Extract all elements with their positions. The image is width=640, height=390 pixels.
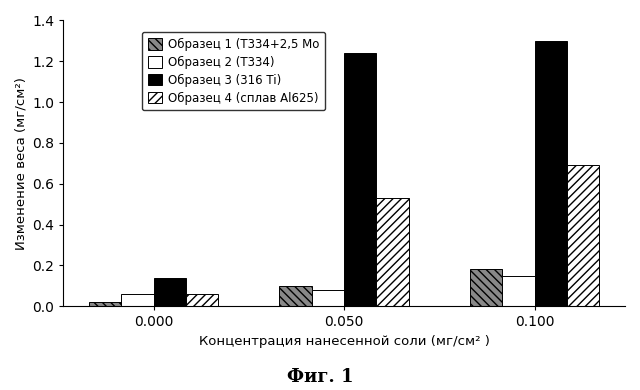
Bar — [344, 53, 376, 306]
Bar — [534, 41, 567, 306]
Bar — [312, 290, 344, 306]
Bar — [154, 278, 186, 306]
Y-axis label: Изменение веса (мг/см²): Изменение веса (мг/см²) — [15, 77, 28, 250]
Bar — [567, 165, 600, 306]
Bar — [186, 294, 218, 306]
Bar — [279, 286, 312, 306]
X-axis label: Концентрация нанесенной соли (мг/см² ): Концентрация нанесенной соли (мг/см² ) — [198, 335, 490, 348]
Bar — [502, 275, 534, 306]
Bar — [376, 198, 409, 306]
Legend: Образец 1 (Т334+2,5 Mo, Образец 2 (Т334), Образец 3 (316 Ti), Образец 4 (сплав A: Образец 1 (Т334+2,5 Mo, Образец 2 (Т334)… — [142, 32, 325, 110]
Bar — [89, 302, 121, 306]
Bar — [470, 269, 502, 306]
Text: Фиг. 1: Фиг. 1 — [287, 368, 353, 386]
Bar — [121, 294, 154, 306]
